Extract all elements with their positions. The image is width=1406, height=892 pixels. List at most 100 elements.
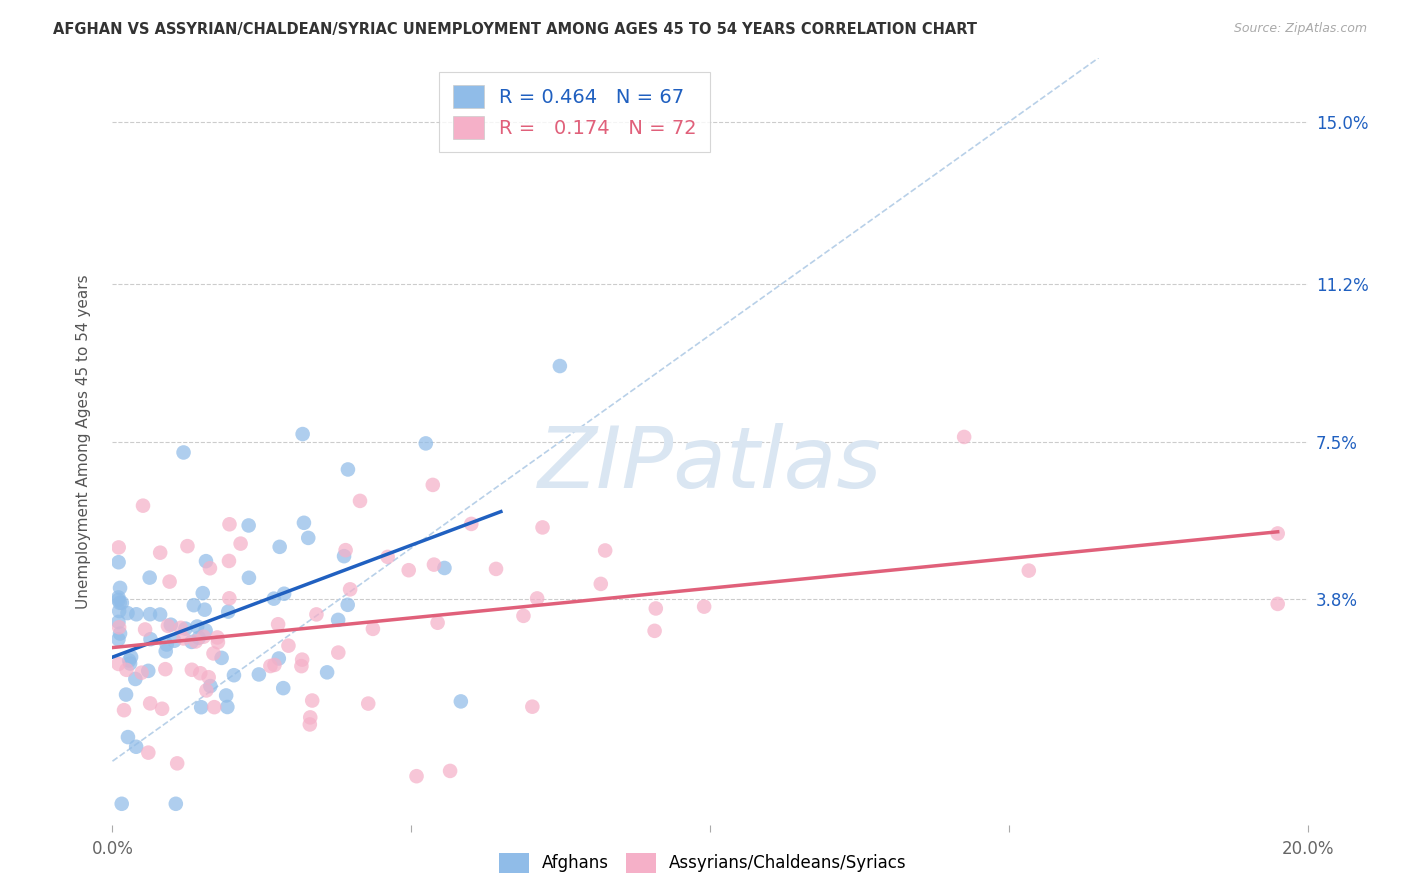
Point xyxy=(139,607,162,622)
Point xyxy=(194,624,217,638)
Point xyxy=(194,603,217,617)
Point xyxy=(593,543,616,558)
Point xyxy=(299,710,322,724)
Point xyxy=(155,662,177,676)
Point xyxy=(134,623,156,637)
Point xyxy=(269,540,291,554)
Point xyxy=(174,622,197,636)
Point xyxy=(107,657,129,671)
Point xyxy=(217,605,239,619)
Point xyxy=(191,586,214,600)
Point xyxy=(108,620,131,634)
Point xyxy=(117,606,139,620)
Point xyxy=(184,634,207,648)
Point xyxy=(263,657,285,672)
Point xyxy=(132,499,155,513)
Point xyxy=(377,549,399,564)
Point xyxy=(200,679,222,693)
Point xyxy=(138,571,160,585)
Point xyxy=(150,702,173,716)
Point xyxy=(183,598,205,612)
Point xyxy=(115,663,138,677)
Point xyxy=(170,621,193,635)
Point xyxy=(298,717,321,731)
Point xyxy=(155,644,177,658)
Point xyxy=(202,647,225,661)
Point xyxy=(644,624,666,638)
Point xyxy=(120,657,142,671)
Point xyxy=(180,635,202,649)
Legend: Afghans, Assyrians/Chaldeans/Syriacs: Afghans, Assyrians/Chaldeans/Syriacs xyxy=(492,847,914,880)
Point xyxy=(548,359,571,373)
Point xyxy=(422,478,444,492)
Point xyxy=(190,700,212,714)
Point xyxy=(316,665,339,680)
Point xyxy=(218,554,240,568)
Point xyxy=(1267,526,1289,541)
Point xyxy=(115,688,138,702)
Point xyxy=(107,591,129,605)
Point xyxy=(218,517,240,532)
Point xyxy=(173,632,195,646)
Point xyxy=(108,604,131,618)
Point xyxy=(193,630,215,644)
Point xyxy=(107,615,129,629)
Point xyxy=(485,562,508,576)
Point xyxy=(450,694,472,708)
Point xyxy=(156,638,179,652)
Point xyxy=(125,739,148,754)
Point xyxy=(107,555,129,569)
Point xyxy=(267,617,290,632)
Point xyxy=(644,601,666,615)
Point xyxy=(198,561,221,575)
Point xyxy=(131,665,153,680)
Point xyxy=(139,697,162,711)
Point xyxy=(247,667,270,681)
Point xyxy=(267,651,290,665)
Point xyxy=(531,520,554,534)
Point xyxy=(291,653,314,667)
Point xyxy=(176,539,198,553)
Point xyxy=(108,596,131,610)
Point xyxy=(439,764,461,778)
Point xyxy=(188,666,211,681)
Point xyxy=(460,516,482,531)
Point xyxy=(107,541,129,555)
Point xyxy=(120,650,142,665)
Text: AFGHAN VS ASSYRIAN/CHALDEAN/SYRIAC UNEMPLOYMENT AMONG AGES 45 TO 54 YEARS CORREL: AFGHAN VS ASSYRIAN/CHALDEAN/SYRIAC UNEMP… xyxy=(53,22,977,37)
Point xyxy=(165,797,187,811)
Point xyxy=(526,591,548,606)
Point xyxy=(522,699,544,714)
Point xyxy=(229,536,252,550)
Point xyxy=(333,549,356,564)
Point xyxy=(405,769,427,783)
Point xyxy=(217,700,239,714)
Point xyxy=(335,543,357,558)
Legend: R = 0.464   N = 67, R =   0.174   N = 72: R = 0.464 N = 67, R = 0.174 N = 72 xyxy=(439,71,710,153)
Point xyxy=(398,563,420,577)
Point xyxy=(361,622,384,636)
Point xyxy=(305,607,328,622)
Point xyxy=(125,607,148,622)
Point xyxy=(180,663,202,677)
Point xyxy=(271,681,294,695)
Point xyxy=(173,445,195,459)
Point xyxy=(423,558,446,572)
Point xyxy=(273,587,295,601)
Point xyxy=(111,596,134,610)
Point xyxy=(187,631,209,645)
Point xyxy=(118,654,141,668)
Point xyxy=(693,599,716,614)
Point xyxy=(301,693,323,707)
Point xyxy=(195,683,218,698)
Point xyxy=(238,571,260,585)
Point xyxy=(339,582,361,597)
Point xyxy=(238,518,260,533)
Text: Source: ZipAtlas.com: Source: ZipAtlas.com xyxy=(1233,22,1367,36)
Point xyxy=(336,462,359,476)
Point xyxy=(112,703,135,717)
Point xyxy=(202,700,225,714)
Point xyxy=(207,635,229,649)
Point xyxy=(433,561,456,575)
Point xyxy=(349,494,371,508)
